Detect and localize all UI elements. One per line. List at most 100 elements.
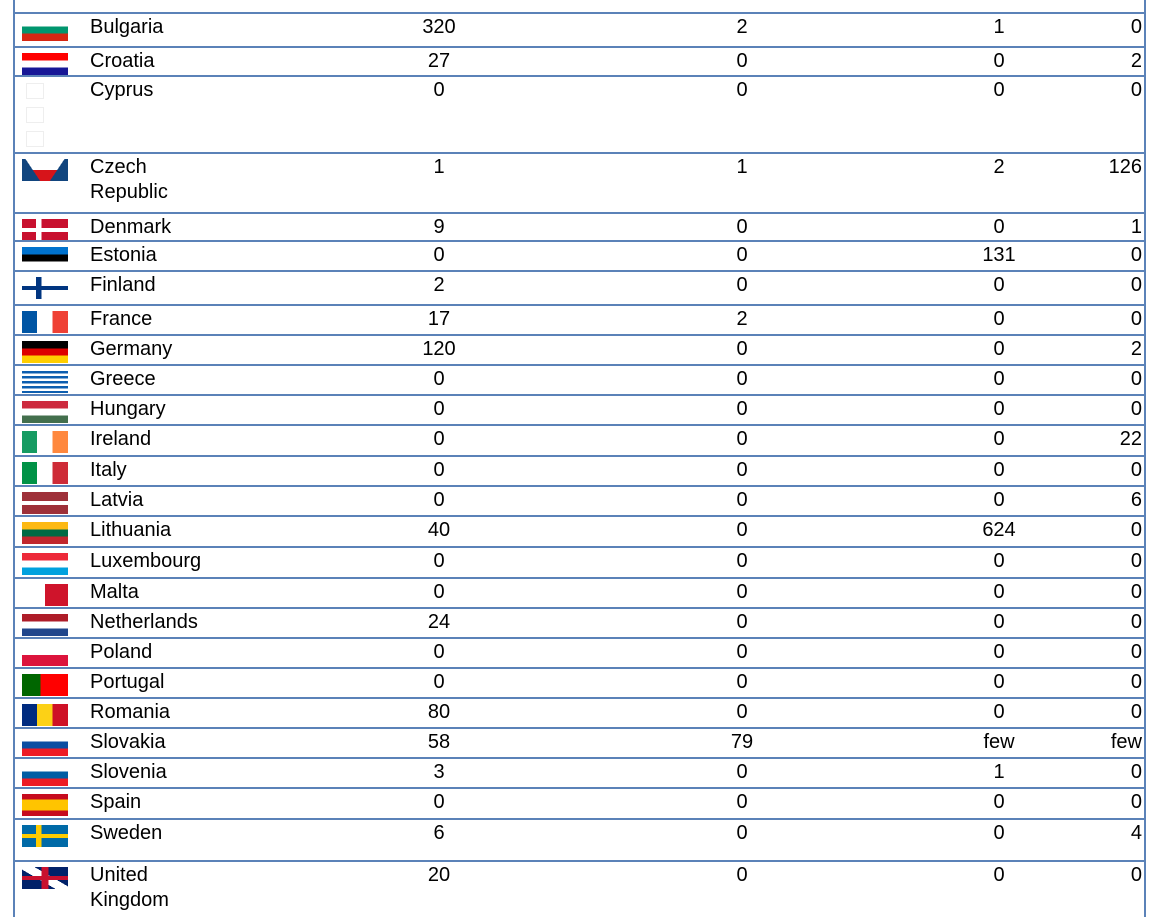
table-row: Poland 0 0 0 0	[14, 637, 1145, 667]
table-cell: 0	[736, 611, 748, 633]
flag-icon	[22, 704, 68, 726]
table-cell: 0	[993, 581, 1005, 603]
table-row: Latvia 0 0 0 6	[14, 485, 1145, 515]
table-row: Spain 0 0 0 0	[14, 787, 1145, 818]
table-row: Cyprus 0 0 0 0	[14, 75, 1145, 152]
table-cell: 0	[1130, 611, 1142, 633]
table-cell: 27	[427, 50, 451, 72]
country-name: Cyprus	[90, 79, 154, 101]
flag-icon	[22, 341, 68, 363]
table-row: Luxembourg 0 0 0 0	[14, 546, 1145, 577]
table-cell: 0	[1130, 550, 1142, 572]
table-cell: 2	[1130, 50, 1142, 72]
table-cell: 0	[1130, 641, 1142, 663]
table-cell: 0	[1130, 79, 1142, 101]
table-cell: 9	[433, 216, 445, 238]
table-cell: 79	[730, 731, 754, 753]
table-cell: 624	[982, 519, 1016, 541]
table-row: Croatia 27 0 0 2	[14, 46, 1145, 75]
flag-icon	[22, 522, 68, 544]
table-row: Finland 2 0 0 0	[14, 270, 1145, 304]
table-cell: 0	[1130, 519, 1142, 541]
country-name: France	[90, 308, 153, 330]
table-border	[13, 0, 15, 917]
flag-icon	[22, 311, 68, 333]
table-cell: few	[983, 731, 1015, 753]
table-cell: 24	[427, 611, 451, 633]
flag-icon	[22, 764, 68, 786]
table-cell: 0	[993, 550, 1005, 572]
table-cell: 17	[427, 308, 451, 330]
country-name: Czech Republic	[90, 156, 168, 203]
table-border	[1144, 0, 1146, 917]
flag-icon	[22, 614, 68, 636]
table-cell: 0	[1130, 701, 1142, 723]
table-cell: 0	[1130, 244, 1142, 266]
table-row: Portugal 0 0 0 0	[14, 667, 1145, 697]
table-cell: 0	[736, 459, 748, 481]
flag-icon	[26, 131, 44, 147]
flag-icon	[22, 277, 68, 299]
table-row: Bulgaria 320 2 1 0	[14, 12, 1145, 46]
flag-icon	[22, 462, 68, 484]
table-cell: 0	[1130, 398, 1142, 420]
table-cell: 2	[1130, 338, 1142, 360]
table-cell: 40	[427, 519, 451, 541]
table-cell: 0	[736, 761, 748, 783]
table-cell: 0	[993, 701, 1005, 723]
table-cell: 0	[993, 79, 1005, 101]
table-row: Italy 0 0 0 0	[14, 455, 1145, 485]
flag-icon	[22, 19, 68, 41]
table-row: Denmark 9 0 0 1	[14, 212, 1145, 241]
table-cell: 120	[422, 338, 456, 360]
table-cell: 131	[982, 244, 1016, 266]
table-cell: 0	[993, 864, 1005, 886]
table-cell: 2	[993, 156, 1005, 178]
country-name: Germany	[90, 338, 173, 360]
table-cell: 6	[1130, 489, 1142, 511]
table-cell: 0	[993, 274, 1005, 296]
table-cell: 0	[433, 368, 445, 390]
table-cell: 0	[433, 489, 445, 511]
flag-icon	[26, 83, 44, 99]
table-cell: 0	[993, 308, 1005, 330]
table-cell: 0	[433, 428, 445, 450]
table-cell: 0	[736, 864, 748, 886]
table-cell: 2	[433, 274, 445, 296]
table-cell: 3	[433, 761, 445, 783]
country-name: Estonia	[90, 244, 157, 266]
table-cell: 0	[736, 216, 748, 238]
table-cell: 0	[1130, 274, 1142, 296]
table-row: Malta 0 0 0 0	[14, 577, 1145, 607]
table-cell: 0	[993, 398, 1005, 420]
table-row: Ireland 0 0 0 22	[14, 424, 1145, 455]
table-row: Netherlands 24 0 0 0	[14, 607, 1145, 637]
table-cell: 0	[736, 338, 748, 360]
table-cell: 0	[993, 641, 1005, 663]
table-cell: 20	[427, 864, 451, 886]
table-cell: 0	[736, 79, 748, 101]
country-name: Hungary	[90, 398, 166, 420]
table-cell: few	[1110, 731, 1142, 753]
country-name: Portugal	[90, 671, 165, 693]
flag-icon	[26, 107, 44, 123]
country-name: Latvia	[90, 489, 144, 511]
table-cell: 1	[736, 156, 748, 178]
table-cell: 0	[433, 581, 445, 603]
flag-icon	[22, 794, 68, 816]
table-cell: 0	[433, 459, 445, 481]
table-cell: 0	[736, 519, 748, 541]
table-cell: 0	[736, 398, 748, 420]
country-name: Sweden	[90, 822, 163, 844]
table-cell: 0	[433, 244, 445, 266]
table-cell: 0	[1130, 671, 1142, 693]
table-cell: 0	[736, 641, 748, 663]
table-cell: 2	[736, 308, 748, 330]
flag-icon	[22, 53, 68, 75]
flag-icon	[22, 492, 68, 514]
table-cell: 0	[736, 50, 748, 72]
table-cell: 0	[433, 79, 445, 101]
table-cell: 0	[993, 338, 1005, 360]
table-cell: 0	[1130, 308, 1142, 330]
flag-icon	[22, 431, 68, 453]
